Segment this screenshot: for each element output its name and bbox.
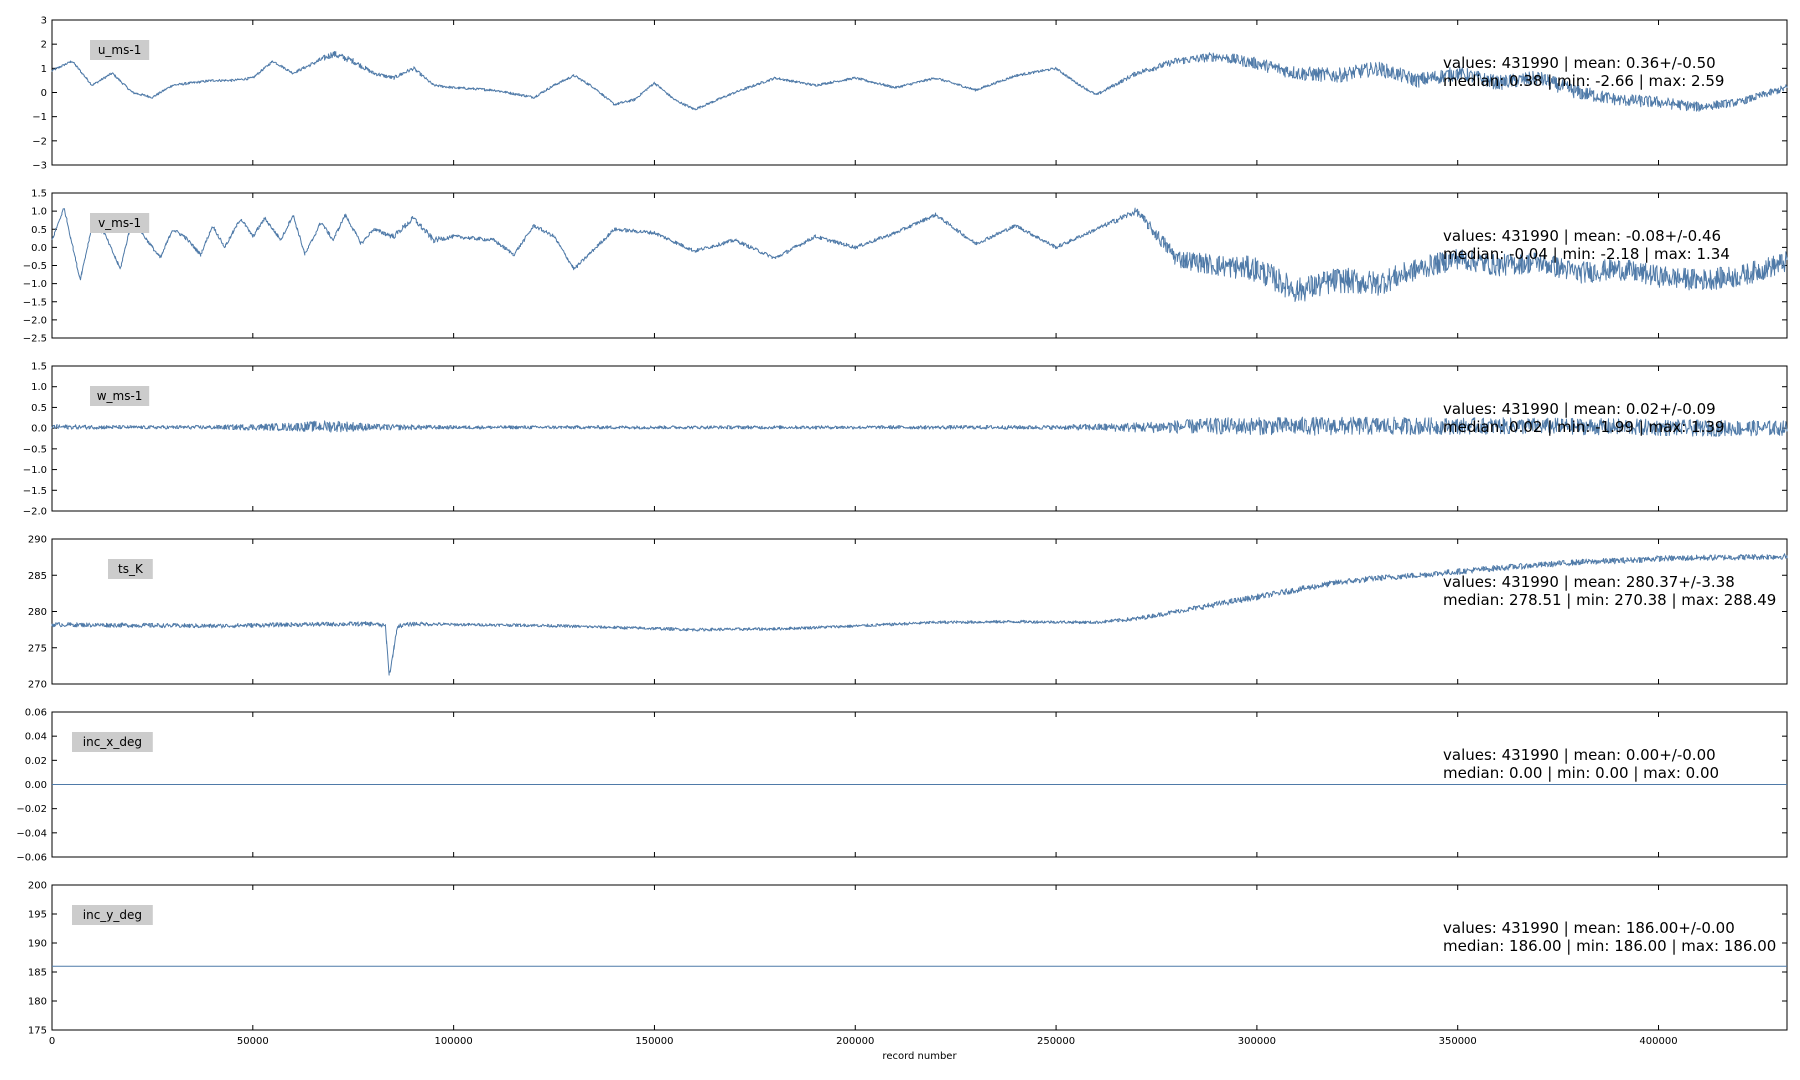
stats-line-2: median: 278.51 | min: 270.38 | max: 288.…: [1443, 591, 1776, 609]
plot-frame: [51, 538, 1788, 685]
stats-line-1: values: 431990 | mean: 280.37+/-3.38: [1443, 573, 1735, 591]
y-tick-label: −0.02: [16, 804, 47, 815]
x-tick-label: 350000: [1439, 1036, 1477, 1047]
y-tick-label: 1.0: [31, 207, 47, 218]
x-tick-label: 200000: [836, 1036, 874, 1047]
y-tick-label: 175: [28, 1026, 47, 1037]
y-tick-label: 200: [28, 881, 47, 892]
x-tick-label: 50000: [237, 1036, 269, 1047]
y-tick-label: −2.0: [23, 507, 47, 518]
y-tick-label: 290: [28, 535, 47, 546]
y-tick-label: −1: [32, 112, 47, 123]
y-tick-label: −1.5: [23, 486, 47, 497]
series-label-box: [90, 40, 150, 60]
stats-line-2: median: 0.38 | min: -2.66 | max: 2.59: [1443, 72, 1724, 90]
series-label: v_ms-1: [98, 216, 141, 230]
y-tick-label: 1.0: [31, 382, 47, 393]
series-line-u_ms-1: [51, 51, 1788, 112]
plot-frame: [51, 365, 1788, 512]
y-tick-label: 0.06: [25, 708, 47, 719]
y-tick-label: 0.5: [31, 225, 47, 236]
x-tick-label: 300000: [1238, 1036, 1276, 1047]
y-tick-label: −2.5: [23, 334, 47, 345]
y-tick-label: 0.02: [25, 756, 47, 767]
y-tick-label: −0.06: [16, 853, 47, 864]
plot-frame: [51, 19, 1788, 166]
y-tick-label: 180: [28, 997, 47, 1008]
y-tick-label: −2.0: [23, 315, 47, 326]
series-label: u_ms-1: [98, 43, 142, 57]
series-label: ts_K: [118, 562, 144, 576]
y-tick-label: −0.5: [23, 261, 47, 272]
y-tick-label: 1: [41, 64, 47, 75]
stats-line-2: median: 0.02 | min: -1.99 | max: 1.39: [1443, 418, 1724, 436]
y-tick-label: 3: [41, 16, 47, 27]
y-tick-label: 285: [28, 571, 47, 582]
y-tick-label: −1.0: [23, 465, 47, 476]
stats-line-2: median: 0.00 | min: 0.00 | max: 0.00: [1443, 764, 1719, 782]
y-tick-label: −3: [32, 161, 47, 172]
series-line-w_ms-1: [51, 416, 1788, 437]
y-tick-label: 270: [28, 680, 47, 691]
y-tick-label: 280: [28, 607, 47, 618]
y-tick-label: −2: [32, 136, 47, 147]
stats-line-2: median: 186.00 | min: 186.00 | max: 186.…: [1443, 937, 1776, 955]
series-label: w_ms-1: [97, 389, 143, 403]
series-label: inc_y_deg: [83, 908, 142, 922]
series-label-box: [72, 732, 153, 752]
y-tick-label: 190: [28, 939, 47, 950]
y-tick-label: −1.0: [23, 279, 47, 290]
stats-line-1: values: 431990 | mean: -0.08+/-0.46: [1443, 227, 1721, 245]
x-axis-label: record number: [882, 1051, 957, 1062]
series-line-ts_K: [51, 553, 1788, 676]
plot-frame: [51, 884, 1788, 1031]
x-tick-label: 400000: [1639, 1036, 1677, 1047]
y-tick-label: 275: [28, 643, 47, 654]
series-label-box: [108, 559, 153, 579]
x-tick-label: 0: [49, 1036, 55, 1047]
y-tick-label: −1.5: [23, 297, 47, 308]
x-tick-label: 250000: [1037, 1036, 1075, 1047]
series-label-box: [72, 905, 153, 925]
y-tick-label: −0.04: [16, 828, 47, 839]
y-tick-label: 195: [28, 910, 47, 921]
y-tick-label: 185: [28, 968, 47, 979]
series-label-box: [90, 386, 150, 406]
stats-line-2: median: -0.04 | min: -2.18 | max: 1.34: [1443, 245, 1730, 263]
stats-line-1: values: 431990 | mean: 0.02+/-0.09: [1443, 400, 1716, 418]
series-label: inc_x_deg: [83, 735, 142, 749]
y-tick-label: 0.04: [25, 732, 47, 743]
series-line-v_ms-1: [51, 207, 1788, 302]
y-tick-label: 2: [41, 40, 47, 51]
x-tick-label: 150000: [635, 1036, 673, 1047]
y-tick-label: −0.5: [23, 444, 47, 455]
stats-line-1: values: 431990 | mean: 0.00+/-0.00: [1443, 746, 1716, 764]
x-tick-label: 100000: [435, 1036, 473, 1047]
y-tick-label: 0.0: [31, 424, 47, 435]
y-tick-label: 0.00: [25, 780, 47, 791]
y-tick-label: 0: [41, 88, 47, 99]
stats-line-1: values: 431990 | mean: 0.36+/-0.50: [1443, 54, 1716, 72]
stats-line-1: values: 431990 | mean: 186.00+/-0.00: [1443, 919, 1735, 937]
y-tick-label: 0.0: [31, 243, 47, 254]
y-tick-label: 1.5: [31, 362, 47, 373]
series-label-box: [90, 213, 150, 233]
y-tick-label: 1.5: [31, 189, 47, 200]
y-tick-label: 0.5: [31, 403, 47, 414]
